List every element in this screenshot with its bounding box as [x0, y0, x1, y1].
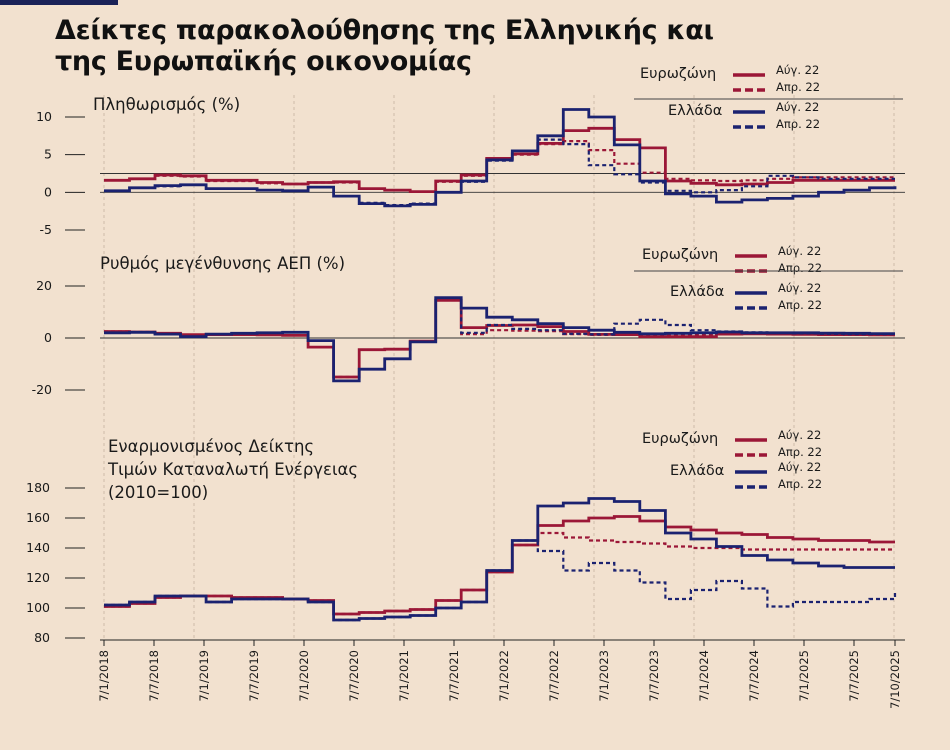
x-tick-label: 7/7/2023	[647, 650, 661, 702]
x-tick-label: 7/7/2020	[347, 650, 361, 702]
legend-label-dashed: Απρ. 22	[778, 445, 822, 459]
x-tick-label: 7/7/2022	[547, 650, 561, 702]
x-tick-label: 7/1/2018	[97, 650, 111, 702]
chart-panel-2: 20 0 -20 Ρυθμός μεγένθυνσης ΑΕΠ (%) Ευρωζώνη…	[32, 244, 905, 397]
x-tick-label: 7/1/2022	[497, 650, 511, 702]
y-tick-label: 0	[44, 330, 52, 345]
legend-label-eurozone: Ευρωζώνη	[642, 247, 718, 263]
y-tick-label: 10	[36, 109, 52, 124]
legend-label-dashed: Απρ. 22	[778, 261, 822, 275]
series-line-eurozone-dashed	[104, 531, 895, 616]
x-tick-label: 7/7/2021	[447, 650, 461, 702]
legend-label-solid: Αύγ. 22	[778, 244, 821, 258]
x-tick-label: 7/1/2024	[697, 650, 711, 702]
legend-label-greece: Ελλάδα	[670, 463, 724, 479]
panel-title: Ρυθμός μεγένθυνσης ΑΕΠ (%)	[100, 254, 345, 273]
x-tick-label: 7/10/2025	[888, 650, 902, 709]
y-tick-label: -5	[40, 222, 52, 237]
y-tick-label: 5	[44, 147, 52, 162]
legend-label-solid: Αύγ. 22	[778, 428, 821, 442]
x-tick-label: 7/1/2019	[197, 650, 211, 702]
series-line-eurozone-solid	[104, 298, 895, 379]
legend-label-dashed: Απρ. 22	[778, 298, 822, 312]
y-tick-label: -20	[32, 382, 52, 397]
x-tick-label: 7/1/2023	[597, 650, 611, 702]
y-tick-label: 100	[26, 600, 50, 615]
panel-title-line: (2010=100)	[108, 483, 208, 502]
x-tick-label: 7/1/2021	[397, 650, 411, 702]
legend-label-solid: Αύγ. 22	[776, 100, 819, 114]
legend-label-solid: Αύγ. 22	[778, 460, 821, 474]
series-line-eurozone-dashed	[104, 140, 895, 193]
x-tick-label: 7/7/2025	[847, 650, 861, 702]
series-line-greece-dashed	[104, 138, 895, 207]
x-tick-label: 7/7/2018	[147, 650, 161, 702]
x-tick-label: 7/1/2025	[797, 650, 811, 702]
x-tick-label: 7/1/2020	[297, 650, 311, 702]
legend-label-dashed: Απρ. 22	[778, 477, 822, 491]
legend-label-greece: Ελλάδα	[670, 284, 724, 300]
series-line-greece-dashed	[104, 296, 895, 382]
accent-bar	[0, 0, 118, 5]
y-tick-label: 180	[26, 480, 50, 495]
series-line-eurozone-dashed	[104, 299, 895, 379]
y-tick-label: 0	[44, 184, 52, 199]
legend-label-dashed: Απρ. 22	[776, 117, 820, 131]
legend-label-greece: Ελλάδα	[668, 103, 722, 119]
legend-label-solid: Αύγ. 22	[778, 281, 821, 295]
x-tick-label: 7/7/2019	[247, 650, 261, 702]
x-tick-label: 7/7/2024	[747, 650, 761, 702]
y-tick-label: 80	[34, 630, 50, 645]
panel-title-line: Τιμών Καταναλωτή Ενέργειας	[107, 460, 358, 479]
legend-label-solid: Αύγ. 22	[776, 63, 819, 77]
page-title-line-1: Δείκτες παρακολούθησης της Ελληνικής και	[55, 15, 714, 46]
legend-label-eurozone: Ευρωζώνη	[642, 431, 718, 447]
chart-panel-1: 10 5 0 -5 Πληθωρισμός (%) Ευρωζώνη Αύγ. 22 Απρ.…	[36, 63, 905, 237]
legend-label-dashed: Απρ. 22	[776, 80, 820, 94]
series-line-eurozone-solid	[104, 515, 895, 616]
y-tick-label: 120	[26, 570, 50, 585]
panel-title-line: Εναρμονισμένος Δείκτης	[108, 437, 314, 456]
series-line-greece-dashed	[104, 539, 897, 622]
panel-title: Πληθωρισμός (%)	[93, 95, 240, 114]
y-tick-label: 140	[26, 540, 50, 555]
legend-label-eurozone: Ευρωζώνη	[640, 66, 716, 82]
page-title-line-2: της Ευρωπαϊκής οικονομίας	[55, 46, 472, 77]
chart-panel-3: 180 160 140 120 100 80 Εναρμονισμένος Δείκτης Τ…	[26, 428, 897, 645]
y-tick-label: 160	[26, 510, 50, 525]
y-tick-label: 20	[36, 278, 52, 293]
series-line-greece-solid	[104, 296, 895, 383]
